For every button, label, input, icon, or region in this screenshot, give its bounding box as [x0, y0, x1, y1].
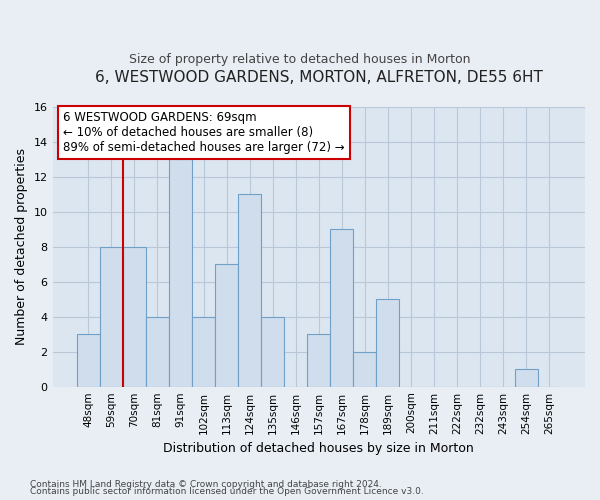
Bar — [215, 264, 238, 386]
Bar — [146, 317, 169, 386]
Text: Size of property relative to detached houses in Morton: Size of property relative to detached ho… — [129, 52, 471, 66]
Bar — [77, 334, 100, 386]
Text: 6 WESTWOOD GARDENS: 69sqm
← 10% of detached houses are smaller (8)
89% of semi-d: 6 WESTWOOD GARDENS: 69sqm ← 10% of detac… — [63, 111, 345, 154]
Title: 6, WESTWOOD GARDENS, MORTON, ALFRETON, DE55 6HT: 6, WESTWOOD GARDENS, MORTON, ALFRETON, D… — [95, 70, 543, 85]
Text: Contains HM Land Registry data © Crown copyright and database right 2024.: Contains HM Land Registry data © Crown c… — [30, 480, 382, 489]
Bar — [353, 352, 376, 386]
Bar — [515, 369, 538, 386]
Bar — [330, 230, 353, 386]
Bar — [261, 317, 284, 386]
Bar — [100, 247, 123, 386]
Bar — [169, 160, 192, 386]
X-axis label: Distribution of detached houses by size in Morton: Distribution of detached houses by size … — [163, 442, 474, 455]
Bar — [123, 247, 146, 386]
Bar — [376, 300, 400, 386]
Bar — [307, 334, 330, 386]
Bar — [192, 317, 215, 386]
Y-axis label: Number of detached properties: Number of detached properties — [15, 148, 28, 346]
Bar — [238, 194, 261, 386]
Text: Contains public sector information licensed under the Open Government Licence v3: Contains public sector information licen… — [30, 487, 424, 496]
